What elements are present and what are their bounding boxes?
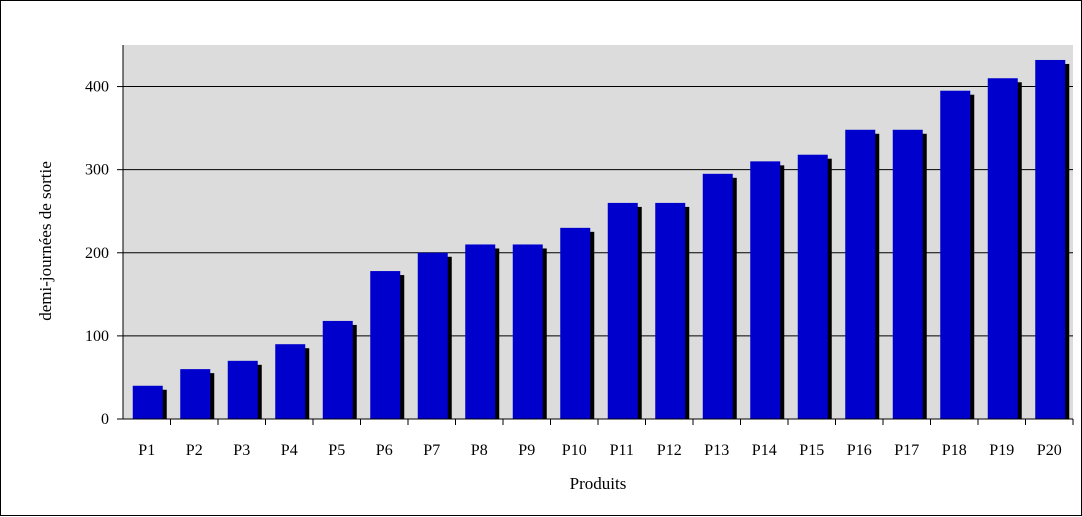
bar-p4 <box>275 344 306 419</box>
x-tick-label: P20 <box>1037 442 1062 459</box>
bar-p3 <box>227 360 258 419</box>
bar-p13 <box>702 173 733 419</box>
bar-p6 <box>370 271 401 419</box>
y-tick-label: 200 <box>85 245 109 262</box>
x-tick-label: P5 <box>328 442 345 459</box>
bar-p2 <box>180 369 211 419</box>
bar-p1 <box>132 385 163 419</box>
bar-p7 <box>417 252 448 419</box>
x-tick-label: P2 <box>186 442 203 459</box>
bar-p5 <box>322 320 353 419</box>
y-tick-labels: 0 100 200 300 400 <box>85 79 123 428</box>
x-tick-label: P6 <box>376 442 393 459</box>
x-axis-title: Produits <box>570 474 627 493</box>
x-tick-label: P3 <box>233 442 250 459</box>
x-tick-label: P12 <box>657 442 682 459</box>
bar-p18 <box>940 90 971 419</box>
plot-area <box>123 45 1073 419</box>
x-tick-label: P11 <box>610 442 634 459</box>
bar-p17 <box>892 129 923 420</box>
bar-p10 <box>560 227 591 419</box>
bar-p15 <box>797 154 828 419</box>
x-tick-labels: P1 P2 P3 P4 P5 P6 P7 P8 P9 P10 P11 P12 P13 P14 P15 P16 P… <box>138 419 1074 459</box>
x-tick-label: P14 <box>752 442 777 459</box>
x-tick-label: P9 <box>518 442 535 459</box>
bar-p12 <box>655 202 686 419</box>
bar-p11 <box>607 202 638 419</box>
x-tick-label: P7 <box>423 442 440 459</box>
y-tick-label: 400 <box>85 79 109 96</box>
y-tick-label: 300 <box>85 162 109 179</box>
x-tick-label: P4 <box>281 442 298 459</box>
x-tick-label: P15 <box>799 442 824 459</box>
y-tick-label: 100 <box>85 328 109 345</box>
bar-p16 <box>845 129 876 420</box>
bar-p14 <box>750 161 781 419</box>
x-tick-label: P10 <box>562 442 587 459</box>
x-tick-label: P16 <box>847 442 872 459</box>
x-tick-label: P1 <box>138 442 155 459</box>
bars <box>132 59 1070 420</box>
x-tick-label: P18 <box>942 442 967 459</box>
bar-p19 <box>987 78 1018 419</box>
bar-p9 <box>512 244 543 419</box>
bar-p20 <box>1035 59 1066 420</box>
bar-p8 <box>465 244 496 419</box>
x-tick-label: P13 <box>704 442 729 459</box>
y-tick-label: 0 <box>101 411 109 428</box>
x-tick-label: P19 <box>989 442 1014 459</box>
x-tick-label: P8 <box>471 442 488 459</box>
y-axis-title: demi-journées de sortie <box>36 161 55 321</box>
x-tick-label: P17 <box>894 442 919 459</box>
